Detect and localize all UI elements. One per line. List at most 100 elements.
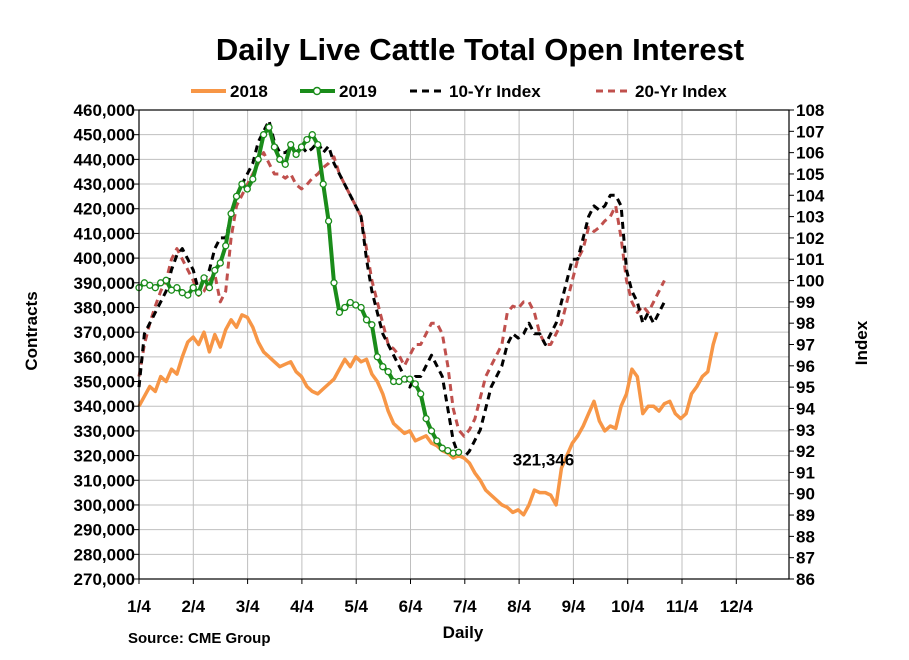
chart-title: Daily Live Cattle Total Open Interest [216, 32, 744, 67]
x-tick-label: 11/4 [666, 597, 699, 616]
y-tick-label: 430,000 [74, 175, 135, 194]
legend: 2018 2019 10-Yr Index 20-Yr Index [191, 82, 727, 101]
series-layer [135, 119, 719, 517]
y-tick-label: 420,000 [74, 200, 135, 219]
y2-tick-label: 91 [796, 463, 815, 482]
series-point-2019 [454, 448, 463, 456]
y2-tick-label: 100 [796, 272, 824, 291]
y2-tick-label: 94 [796, 399, 815, 418]
series-point-2019 [368, 321, 376, 329]
x-tick-label: 9/4 [562, 597, 586, 616]
series-line-10-yr-index [137, 119, 666, 459]
series-point-2019 [292, 150, 300, 159]
x-tick-label: 2/4 [181, 597, 205, 616]
x-tick-label: 7/4 [453, 597, 477, 616]
y2-tick-label: 108 [796, 101, 824, 120]
y-tick-label: 280,000 [74, 545, 135, 564]
legend-marker-2019 [312, 86, 322, 96]
y2-tick-label: 92 [796, 442, 815, 461]
y2-tick-label: 98 [796, 314, 815, 333]
series-point-2019 [427, 427, 436, 435]
y-tick-label: 400,000 [74, 249, 135, 268]
y-tick-label: 370,000 [74, 323, 135, 342]
x-tick-label: 1/4 [127, 597, 151, 616]
series-point-2019 [324, 217, 333, 225]
y-tick-label: 270,000 [74, 570, 135, 589]
series-point-2019 [232, 192, 241, 201]
series-point-2019 [319, 180, 327, 188]
y2-tick-label: 96 [796, 357, 815, 376]
series-point-2019 [384, 368, 392, 376]
source-note: Source: CME Group [128, 630, 271, 647]
series-point-2019 [243, 185, 251, 193]
y2-tick-label: 93 [796, 421, 815, 440]
legend-label-2019: 2019 [339, 82, 377, 101]
y2-tick-label: 99 [796, 293, 815, 312]
x-tick-label: 10/4 [611, 597, 645, 616]
series-point-2019 [297, 143, 306, 151]
y2-axis-label: Index [852, 320, 871, 365]
series-point-2019 [222, 242, 230, 250]
x-tick-label: 4/4 [290, 597, 314, 616]
y2-tick-label: 101 [796, 250, 824, 269]
y-tick-label: 350,000 [74, 373, 135, 392]
series-point-2019 [276, 155, 284, 164]
series-point-2019 [335, 308, 344, 317]
y-tick-label: 290,000 [74, 521, 135, 540]
series-point-2019 [162, 276, 170, 284]
y-tick-label: 300,000 [74, 496, 135, 515]
y-tick-label: 390,000 [74, 274, 135, 293]
y-tick-label: 320,000 [74, 447, 135, 466]
x-axis-label: Daily [443, 623, 484, 642]
y-tick-label: 360,000 [74, 348, 135, 367]
series-point-2019 [249, 175, 257, 183]
series-point-2019 [238, 180, 246, 188]
series-point-2019 [200, 274, 208, 282]
x-tick-label: 12/4 [720, 597, 754, 616]
series-point-2019 [189, 284, 197, 292]
series-point-2019 [254, 155, 262, 164]
series-point-2019 [194, 289, 203, 297]
series-point-2019 [422, 414, 430, 423]
y2-tick-label: 95 [796, 378, 815, 397]
y-tick-label: 450,000 [74, 126, 135, 145]
series-point-2019 [341, 303, 349, 312]
series-point-2019 [379, 363, 387, 371]
gridlines [139, 110, 789, 579]
y-tick-label: 440,000 [74, 150, 135, 169]
series-point-2019 [281, 160, 289, 168]
series-point-2019 [303, 135, 311, 144]
x-axis-ticks: 1/4 2/4 3/4 4/4 5/4 6/4 7/4 8/4 9/4 10/4 11/4 12/4 [127, 579, 753, 616]
series-point-2019 [314, 140, 322, 149]
series-point-2019 [330, 279, 338, 287]
series-point-2019 [308, 131, 316, 139]
series-point-2019 [259, 131, 268, 139]
x-tick-label: 6/4 [399, 597, 423, 616]
y2-tick-label: 102 [796, 229, 824, 248]
y2-tick-label: 106 [796, 144, 824, 163]
y2-tick-label: 105 [796, 165, 824, 184]
series-point-2019 [373, 353, 381, 361]
series-point-2019 [216, 259, 224, 267]
y-tick-label: 460,000 [74, 101, 135, 120]
series-point-2019 [184, 291, 192, 299]
y2-tick-label: 103 [796, 208, 824, 227]
series-point-2019 [406, 375, 414, 383]
y2-tick-label: 90 [796, 485, 815, 504]
x-tick-label: 5/4 [344, 597, 368, 616]
legend-label-10yr: 10-Yr Index [449, 82, 541, 101]
y2-tick-label: 104 [796, 186, 825, 205]
series-point-2019 [287, 140, 295, 149]
y-tick-label: 410,000 [74, 224, 135, 243]
series-line-2018 [137, 313, 719, 517]
y-tick-label: 310,000 [74, 471, 135, 490]
y2-tick-label: 89 [796, 506, 815, 525]
x-tick-label: 8/4 [507, 597, 531, 616]
y-axis-label: Contracts [22, 291, 41, 370]
last-value-annotation: 321,346 [513, 450, 574, 469]
y2-tick-label: 86 [796, 570, 815, 589]
series-point-2019 [417, 390, 425, 398]
y2-tick-label: 88 [796, 527, 815, 546]
y-tick-label: 380,000 [74, 298, 135, 317]
y-tick-label: 340,000 [74, 397, 135, 416]
